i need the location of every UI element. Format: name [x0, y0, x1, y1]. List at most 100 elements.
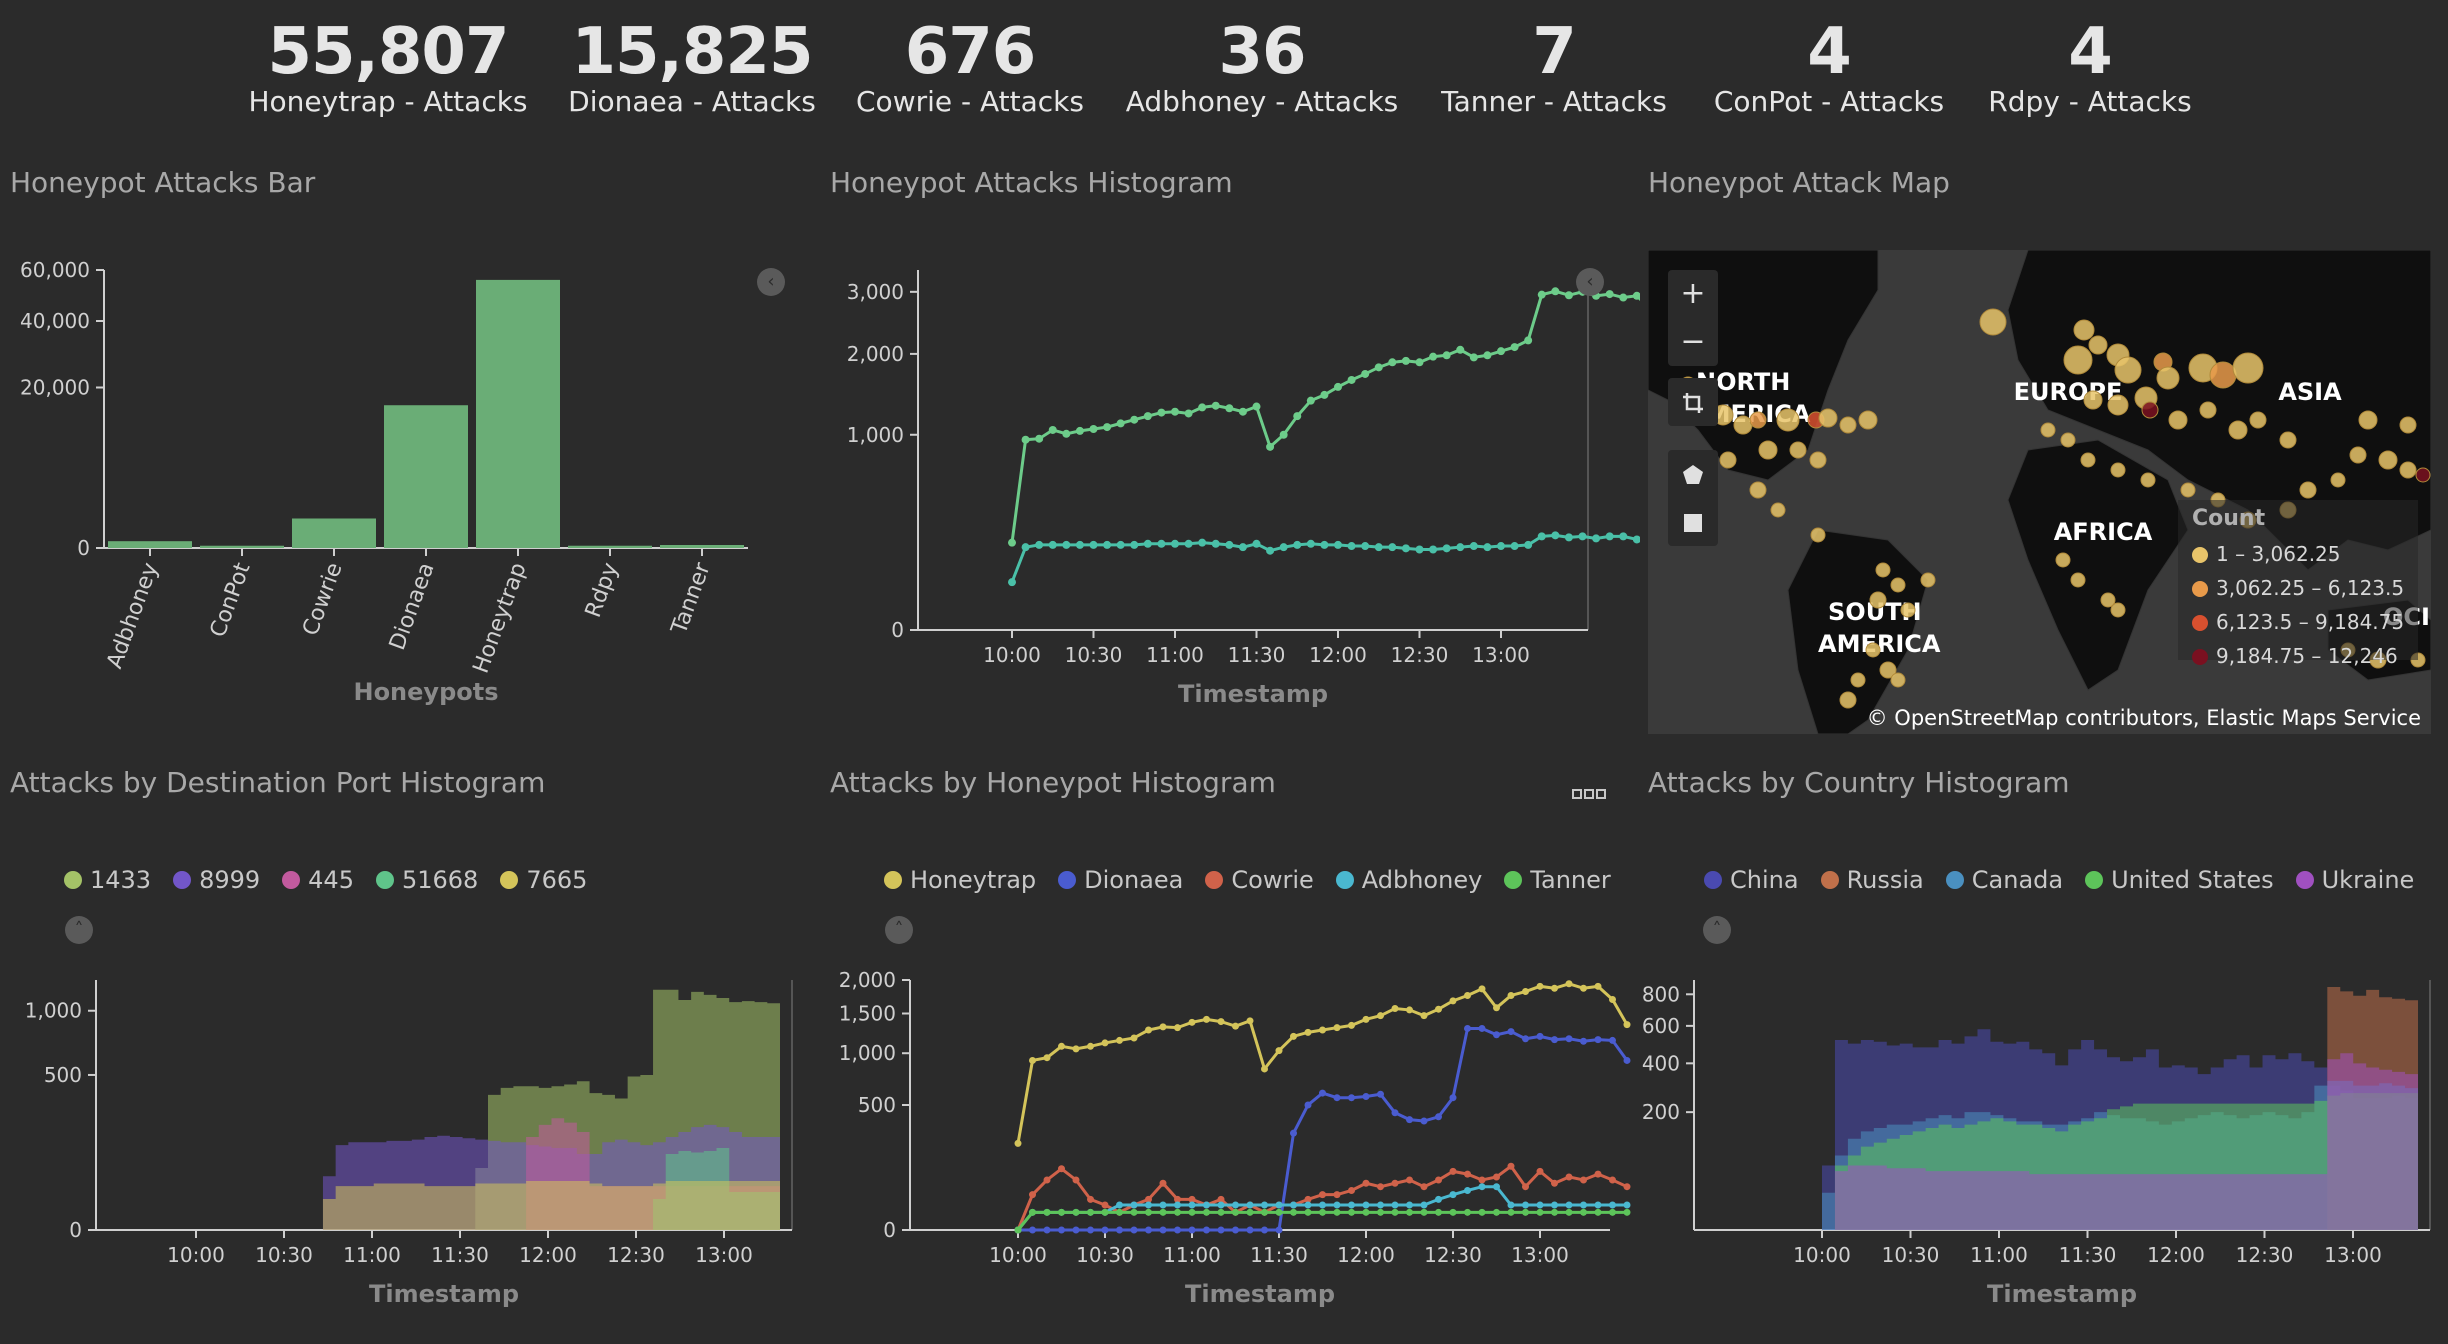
- data-point: [1130, 1208, 1138, 1216]
- data-point: [1184, 539, 1193, 548]
- collapse-legend-toggle[interactable]: ‹: [1576, 268, 1604, 296]
- panel-title-histogram: Honeypot Attacks Histogram: [830, 166, 1233, 199]
- data-point: [1246, 1017, 1254, 1025]
- data-point: [1524, 336, 1533, 345]
- data-point: [1188, 1201, 1196, 1209]
- legend-item[interactable]: Adbhoney: [1335, 866, 1482, 894]
- data-point: [1143, 539, 1152, 548]
- data-point: [1306, 396, 1315, 405]
- data-point: [1319, 1201, 1326, 1209]
- data-point: [1333, 1024, 1341, 1032]
- data-point: [1043, 1054, 1051, 1062]
- metric-label: Rdpy - Attacks: [1988, 85, 2192, 118]
- draw-polygon-button[interactable]: [1668, 450, 1718, 498]
- x-tick-label: 10:00: [167, 1243, 225, 1267]
- metric-adbhoney[interactable]: 36 Adbhoney - Attacks: [1126, 18, 1399, 118]
- panel-title-port: Attacks by Destination Port Histogram: [10, 766, 546, 799]
- x-tick-label: 12:30: [1424, 1243, 1482, 1267]
- chevron-left-icon: ‹: [767, 271, 775, 292]
- data-point: [1551, 1036, 1558, 1044]
- data-point: [1619, 532, 1628, 541]
- y-tick-label: 1,500: [839, 1001, 896, 1025]
- legend-item[interactable]: Honeytrap: [884, 866, 1036, 894]
- x-tick-label: 10:30: [1065, 643, 1123, 667]
- data-point: [1594, 1201, 1602, 1209]
- chevron-up-icon: ˄: [74, 919, 84, 940]
- data-point: [1334, 382, 1342, 391]
- legend-item[interactable]: Dionaea: [1058, 866, 1183, 894]
- data-point: [1449, 997, 1457, 1005]
- data-point: [1252, 402, 1261, 411]
- data-point: [1609, 1036, 1616, 1044]
- data-point: [1304, 1208, 1312, 1216]
- legend-item[interactable]: 1433: [64, 866, 151, 894]
- metric-cowrie[interactable]: 676 Cowrie - Attacks: [856, 18, 1084, 118]
- data-point: [1048, 425, 1057, 434]
- legend-item[interactable]: Cowrie: [1205, 866, 1314, 894]
- zoom-out-button[interactable]: −: [1668, 318, 1718, 366]
- legend-item[interactable]: 7665: [500, 866, 587, 894]
- legend-item[interactable]: China: [1704, 866, 1799, 894]
- data-point: [1435, 1208, 1442, 1216]
- map-attack-marker: [2114, 356, 2142, 384]
- x-tick-label: 10:30: [255, 1243, 313, 1267]
- metric-conpot[interactable]: 4 ConPot - Attacks: [1714, 18, 1944, 118]
- data-point: [1391, 1208, 1399, 1216]
- x-tick-label: 12:00: [1309, 643, 1367, 667]
- collapse-legend-toggle[interactable]: ˄: [885, 916, 913, 944]
- draw-rectangle-button[interactable]: [1668, 498, 1718, 546]
- data-point: [1261, 1208, 1268, 1216]
- series-line-dionaea: [1018, 1026, 1629, 1232]
- metric-honeytrap[interactable]: 55,807 Honeytrap - Attacks: [248, 18, 527, 118]
- data-point: [1415, 358, 1424, 367]
- collapse-legend-toggle[interactable]: ‹: [757, 268, 785, 296]
- legend-item[interactable]: 8999: [173, 866, 260, 894]
- data-point: [1232, 1022, 1239, 1030]
- legend-item[interactable]: Russia: [1820, 866, 1924, 894]
- legend-item[interactable]: Ukraine: [2295, 866, 2414, 894]
- data-point: [1203, 1226, 1210, 1234]
- data-point: [1275, 1201, 1283, 1209]
- x-tick-label: 13:00: [1472, 643, 1530, 667]
- data-point: [1021, 543, 1030, 552]
- attack-map[interactable]: NORTH AMERICA EUROPE ASIA AFRICA SOUTH AMERICA…: [1648, 250, 2431, 734]
- data-point: [1171, 407, 1179, 416]
- data-point: [1333, 1201, 1341, 1209]
- crop-button[interactable]: [1668, 378, 1718, 426]
- x-tick-label: Cowrie: [298, 560, 347, 640]
- data-point: [1145, 1201, 1152, 1209]
- y-tick-label: 20,000: [20, 375, 90, 399]
- data-point: [1483, 351, 1492, 360]
- map-attack-marker: [1719, 451, 1737, 469]
- metric-dionaea[interactable]: 15,825 Dionaea - Attacks: [568, 18, 816, 118]
- map-attack-marker: [2156, 366, 2180, 390]
- data-point: [1089, 424, 1098, 433]
- collapse-legend-toggle[interactable]: ˄: [65, 916, 93, 944]
- data-point: [1062, 429, 1071, 438]
- map-attack-marker: [2063, 345, 2093, 375]
- zoom-in-button[interactable]: +: [1668, 270, 1718, 318]
- legend-item[interactable]: Tanner: [1504, 866, 1611, 894]
- collapse-legend-toggle[interactable]: ˄: [1703, 916, 1731, 944]
- metric-tanner[interactable]: 7 Tanner - Attacks: [1441, 18, 1667, 118]
- map-attack-marker: [1879, 661, 1897, 679]
- panel-title-honeypot: Attacks by Honeypot Histogram: [830, 766, 1276, 799]
- data-point: [1522, 1208, 1529, 1216]
- legend-item[interactable]: United States: [2085, 866, 2274, 894]
- data-point: [1469, 353, 1478, 362]
- data-point: [1406, 1208, 1413, 1216]
- panel-options-icon[interactable]: [1572, 786, 1606, 800]
- data-point: [1551, 287, 1560, 296]
- data-point: [1361, 369, 1370, 378]
- data-point: [1058, 1042, 1065, 1050]
- map-attack-marker: [1869, 591, 1887, 609]
- map-attack-marker: [1850, 672, 1866, 688]
- data-point: [1043, 1208, 1051, 1216]
- legend-item[interactable]: 445: [282, 866, 354, 894]
- metric-rdpy[interactable]: 4 Rdpy - Attacks: [1988, 18, 2191, 118]
- legend-item[interactable]: Canada: [1945, 866, 2063, 894]
- data-point: [1008, 578, 1016, 587]
- map-attack-marker: [2209, 361, 2237, 389]
- legend-item[interactable]: 51668: [375, 866, 478, 894]
- series-line-honeytrap: [1016, 982, 1629, 1144]
